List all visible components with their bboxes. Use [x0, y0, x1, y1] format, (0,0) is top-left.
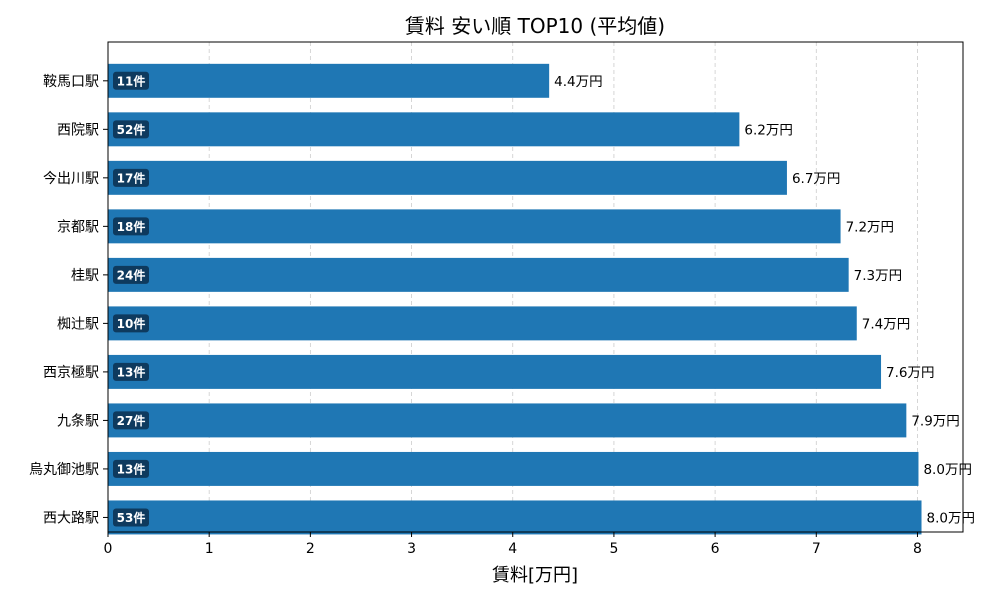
count-badge [113, 217, 149, 236]
value-label: 7.2万円 [846, 219, 894, 235]
count-badge [113, 120, 149, 139]
y-tick-label: 西大路駅 [43, 510, 99, 526]
count-label: 24件 [117, 267, 146, 282]
bar [108, 306, 857, 341]
bars: 11件 4.4万円 52件 6.2万円 17件 6.7万円 18件 7.2万円 24件 7.3万円… [108, 63, 975, 535]
y-tick-label: 鞍馬口駅 [43, 74, 99, 90]
count-label: 13件 [117, 364, 146, 379]
bar [108, 209, 841, 244]
x-tick-label: 5 [609, 541, 618, 557]
count-badge [113, 459, 149, 478]
bar [108, 160, 787, 195]
y-tick-label: 椥辻駅 [57, 316, 99, 332]
value-label: 7.6万円 [886, 365, 934, 381]
count-label: 18件 [117, 219, 146, 234]
bar [108, 500, 922, 535]
value-label: 7.3万円 [854, 268, 902, 284]
chart-title: 賃料 安い順 TOP10 (平均値) [405, 14, 665, 38]
x-axis-label: 賃料[万円] [492, 565, 578, 586]
y-tick-label: 京都駅 [57, 219, 99, 235]
count-label: 10件 [117, 316, 146, 331]
count-badge [113, 314, 149, 333]
x-tick-label: 8 [913, 541, 922, 557]
count-badge [113, 362, 149, 381]
count-label: 52件 [117, 122, 146, 137]
x-tick-label: 1 [205, 541, 214, 557]
x-tick-label: 6 [711, 541, 720, 557]
y-tick-label: 西京極駅 [43, 365, 99, 381]
value-label: 6.2万円 [744, 122, 792, 138]
x-tick-label: 2 [306, 541, 315, 557]
axes: 0 1 2 3 4 5 6 7 8 鞍馬口駅西院駅今出川駅京都駅桂駅椥辻駅西京極駅九条駅烏丸御池駅… [29, 41, 964, 557]
count-badge [113, 71, 149, 90]
count-label: 11件 [117, 73, 146, 88]
count-badge [113, 411, 149, 430]
x-tick-label: 0 [104, 541, 113, 557]
x-tick-label: 4 [508, 541, 517, 557]
bar [108, 63, 550, 98]
bar [108, 451, 919, 486]
value-label: 7.4万円 [862, 316, 910, 332]
y-tick-label: 烏丸御池駅 [29, 461, 99, 478]
count-label: 13件 [117, 461, 146, 476]
value-label: 4.4万円 [554, 74, 602, 90]
count-badge [113, 508, 149, 527]
y-tick-label: 桂駅 [71, 268, 99, 284]
count-badge [113, 168, 149, 187]
value-label: 7.9万円 [911, 413, 959, 429]
bar [108, 257, 849, 292]
count-badge [113, 265, 149, 284]
plot-frame [107, 41, 964, 533]
x-tick-label: 3 [407, 541, 416, 557]
y-tick-label: 西院駅 [57, 122, 99, 138]
y-tick-label: 九条駅 [57, 412, 99, 429]
bar [108, 403, 907, 438]
x-tick-label: 7 [812, 541, 821, 557]
bar [108, 112, 740, 147]
count-label: 27件 [117, 413, 146, 428]
bar [108, 354, 882, 389]
value-label: 8.0万円 [923, 462, 971, 478]
count-label: 17件 [117, 170, 146, 185]
y-tick-label: 今出川駅 [43, 171, 99, 187]
value-label: 6.7万円 [792, 171, 840, 187]
value-label: 8.0万円 [927, 510, 975, 526]
count-label: 53件 [117, 510, 146, 525]
